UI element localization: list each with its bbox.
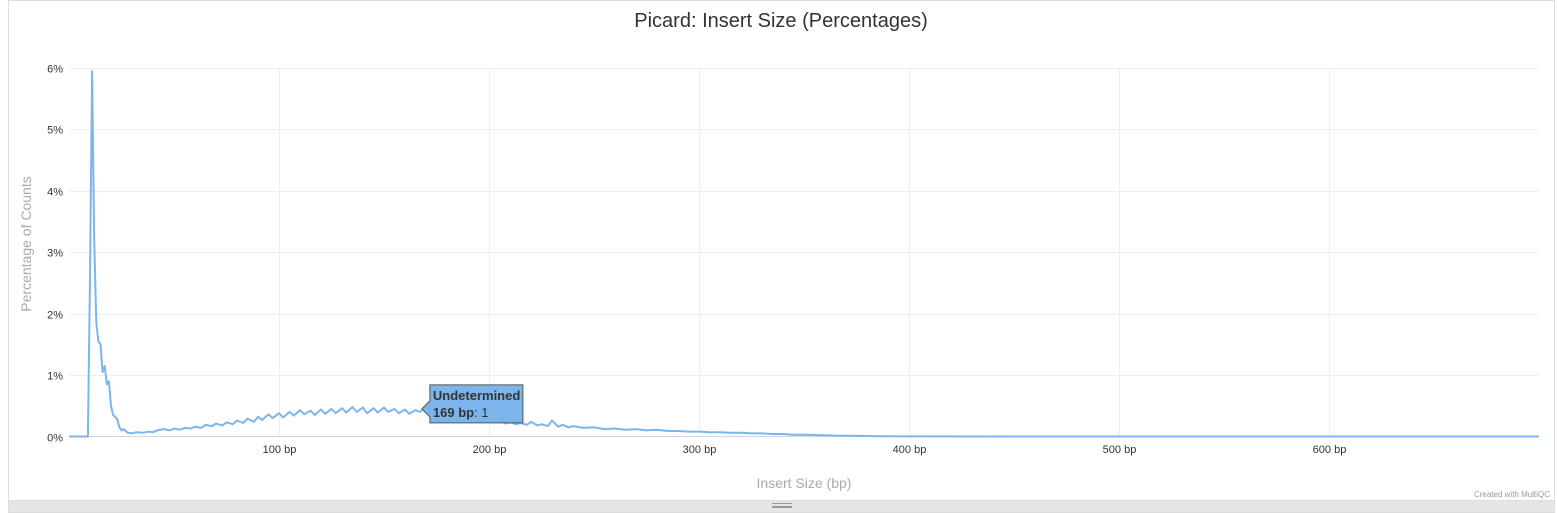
y-tick-label: 2%	[47, 310, 63, 322]
x-tick-label: 200 bp	[473, 444, 507, 456]
x-tick-label: 500 bp	[1103, 444, 1137, 456]
tooltip: Undetermined 169 bp: 1	[421, 384, 524, 424]
x-tick-label: 300 bp	[683, 444, 717, 456]
series-line-undetermined	[69, 70, 1539, 438]
multiqc-credit: Created with MultiQC	[1474, 490, 1550, 499]
y-tick-label: 6%	[47, 64, 63, 76]
y-tick-label: 0%	[47, 433, 63, 445]
insert-size-chart: Picard: Insert Size (Percentages) 0% 1% 2%…	[18, 10, 1550, 499]
series-group	[69, 70, 1539, 438]
tooltip-box	[421, 384, 524, 424]
y-tick-label: 1%	[47, 371, 63, 383]
tooltip-x-label: 169 bp	[433, 405, 474, 420]
y-gridlines	[69, 68, 1539, 376]
tooltip-value-line: 169 bp: 1	[433, 405, 489, 420]
y-tick-label: 5%	[47, 125, 63, 137]
x-axis-tick-labels: 100 bp 200 bp 300 bp 400 bp 500 bp 600 bp	[263, 444, 1347, 456]
y-axis-title: Percentage of Counts	[18, 176, 34, 311]
y-axis-tick-labels: 0% 1% 2% 3% 4% 5% 6%	[47, 64, 63, 445]
x-tick-label: 100 bp	[263, 444, 297, 456]
x-axis-title: Insert Size (bp)	[757, 475, 852, 491]
y-tick-label: 3%	[47, 248, 63, 260]
tooltip-value: : 1	[474, 405, 488, 420]
tooltip-series-name: Undetermined	[433, 388, 520, 403]
chart-title: Picard: Insert Size (Percentages)	[634, 10, 927, 32]
x-tick-label: 400 bp	[893, 444, 927, 456]
chart-resize-handle[interactable]	[8, 500, 1555, 513]
drag-grip-icon	[772, 503, 792, 508]
y-tick-label: 4%	[47, 187, 63, 199]
x-tick-label: 600 bp	[1313, 444, 1347, 456]
